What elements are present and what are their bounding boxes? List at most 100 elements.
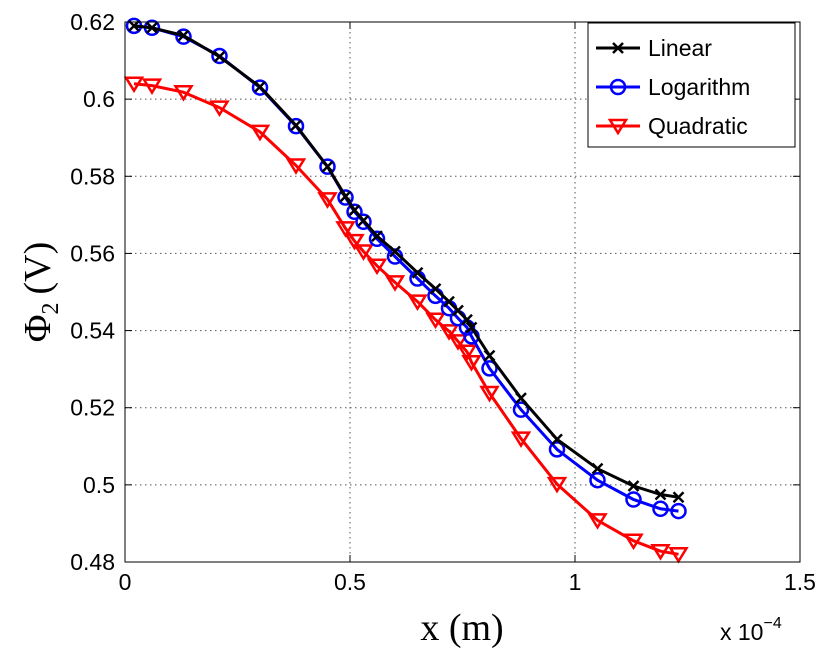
data-point-quadratic	[407, 294, 428, 312]
x-exponent-label: x 10−4	[720, 615, 782, 645]
data-point-logarithm	[625, 491, 642, 508]
data-point-linear	[515, 392, 527, 404]
data-point-linear	[654, 488, 667, 501]
data-point-quadratic	[456, 344, 478, 362]
data-point-linear	[452, 304, 464, 317]
data-point-linear	[254, 80, 266, 93]
data-point-quadratic	[447, 334, 469, 351]
data-point-linear-stroke-b	[461, 313, 473, 326]
legend-marker-logarithm	[609, 78, 627, 96]
data-point-linear	[177, 29, 190, 42]
data-point-linear-stroke-b	[213, 50, 226, 63]
data-point-linear	[461, 313, 473, 326]
x-tick-label: 0	[119, 569, 132, 595]
series-linear	[128, 19, 685, 504]
data-point-quadratic	[479, 385, 500, 403]
data-point-linear	[591, 462, 604, 475]
data-point-linear	[483, 349, 496, 362]
y-tick-label: 0.58	[70, 163, 115, 189]
legend-label-logarithm: Logarithm	[648, 74, 750, 100]
x-tick-label: 1.5	[784, 569, 816, 595]
y-tick-label: 0.52	[70, 395, 115, 421]
legend-marker-linear	[612, 42, 624, 54]
data-point-linear	[465, 321, 478, 334]
legend: Linear Logarithm Quadratic	[587, 22, 796, 148]
data-point-linear-stroke-b	[177, 29, 190, 42]
legend-label-quadratic: Quadratic	[648, 113, 748, 139]
data-point-linear-stroke-b	[483, 349, 496, 362]
data-point-linear	[672, 491, 685, 504]
plot-frame	[124, 21, 801, 563]
data-point-logarithm	[652, 500, 669, 518]
data-point-linear	[290, 119, 302, 132]
data-point-logarithm	[211, 47, 228, 65]
data-point-quadratic	[461, 354, 482, 372]
series-layer	[123, 17, 689, 564]
data-point-logarithm	[287, 117, 305, 135]
y-axis-label: Φ2 (V)	[17, 242, 64, 343]
y-tick-label: 0.6	[83, 86, 115, 112]
y-tick-label: 0.5	[83, 472, 115, 498]
legend-entry-linear: Linear	[596, 35, 712, 61]
data-point-quadratic	[384, 275, 406, 292]
data-point-linear	[389, 245, 401, 258]
data-point-quadratic	[353, 244, 374, 261]
data-point-linear	[348, 204, 361, 217]
data-point-linear-stroke-b	[348, 204, 361, 217]
data-point-quadratic	[366, 258, 388, 276]
data-point-linear	[146, 21, 158, 34]
data-point-quadratic	[317, 192, 338, 209]
data-point-quadratic	[344, 233, 365, 251]
data-point-quadratic	[623, 533, 644, 551]
data-point-linear-stroke-b	[672, 491, 685, 504]
data-point-logarithm	[346, 203, 363, 221]
data-point-linear-stroke-b	[339, 190, 352, 203]
data-point-linear	[321, 160, 334, 173]
data-point-linear	[551, 433, 563, 446]
data-point-linear	[213, 50, 226, 63]
data-point-linear-stroke-b	[429, 283, 442, 295]
y-label-symbol: Φ	[17, 314, 59, 342]
y-axis-label-group: Φ2 (V)	[17, 242, 64, 343]
data-point-quadratic	[249, 124, 271, 142]
legend-label-linear: Linear	[648, 35, 712, 61]
x-exponent-power: −4	[763, 615, 781, 632]
data-point-quadratic	[335, 221, 356, 238]
data-point-quadratic	[587, 513, 608, 530]
data-point-linear-stroke-b	[146, 21, 158, 34]
series-quadratic	[123, 76, 689, 564]
data-point-quadratic	[141, 78, 163, 96]
legend-marker-linear-b	[612, 42, 624, 54]
data-point-linear	[357, 214, 370, 227]
data-point-linear	[128, 19, 140, 32]
data-point-linear-stroke-b	[465, 321, 478, 334]
data-point-linear-stroke-b	[515, 392, 527, 404]
data-point-quadratic	[123, 76, 145, 94]
data-point-quadratic	[546, 476, 568, 494]
axis-ticks: 0 0.5 1 1.5 0.48 0.5 0.52 0.54 0.56 0.58 0.6 0.62	[70, 9, 816, 595]
data-point-logarithm	[670, 502, 687, 520]
x-axis-label: x (m)	[420, 607, 503, 649]
data-point-quadratic	[438, 324, 460, 341]
y-tick-label: 0.48	[70, 549, 115, 575]
data-point-linear	[429, 283, 442, 295]
data-point-logarithm	[481, 360, 498, 377]
data-point-logarithm	[368, 230, 386, 248]
data-point-logarithm	[355, 213, 372, 231]
data-point-linear	[627, 480, 640, 492]
data-point-linear	[411, 266, 424, 279]
legend-entry-logarithm: Logarithm	[596, 74, 750, 100]
x-tick-label: 1	[569, 569, 582, 595]
data-point-linear-stroke-b	[411, 266, 424, 279]
data-point-quadratic	[668, 547, 689, 564]
data-point-linear	[443, 295, 455, 308]
x-tick-label: 0.5	[334, 569, 366, 595]
y-label-subscript: 2	[38, 302, 64, 314]
data-point-logarithm	[337, 189, 354, 206]
data-point-linear-stroke-b	[654, 488, 667, 501]
legend-entry-quadratic: Quadratic	[596, 113, 748, 139]
data-point-linear-stroke-b	[254, 80, 266, 93]
series-line-quadratic	[133, 82, 679, 556]
data-point-linear-stroke-b	[128, 19, 140, 32]
